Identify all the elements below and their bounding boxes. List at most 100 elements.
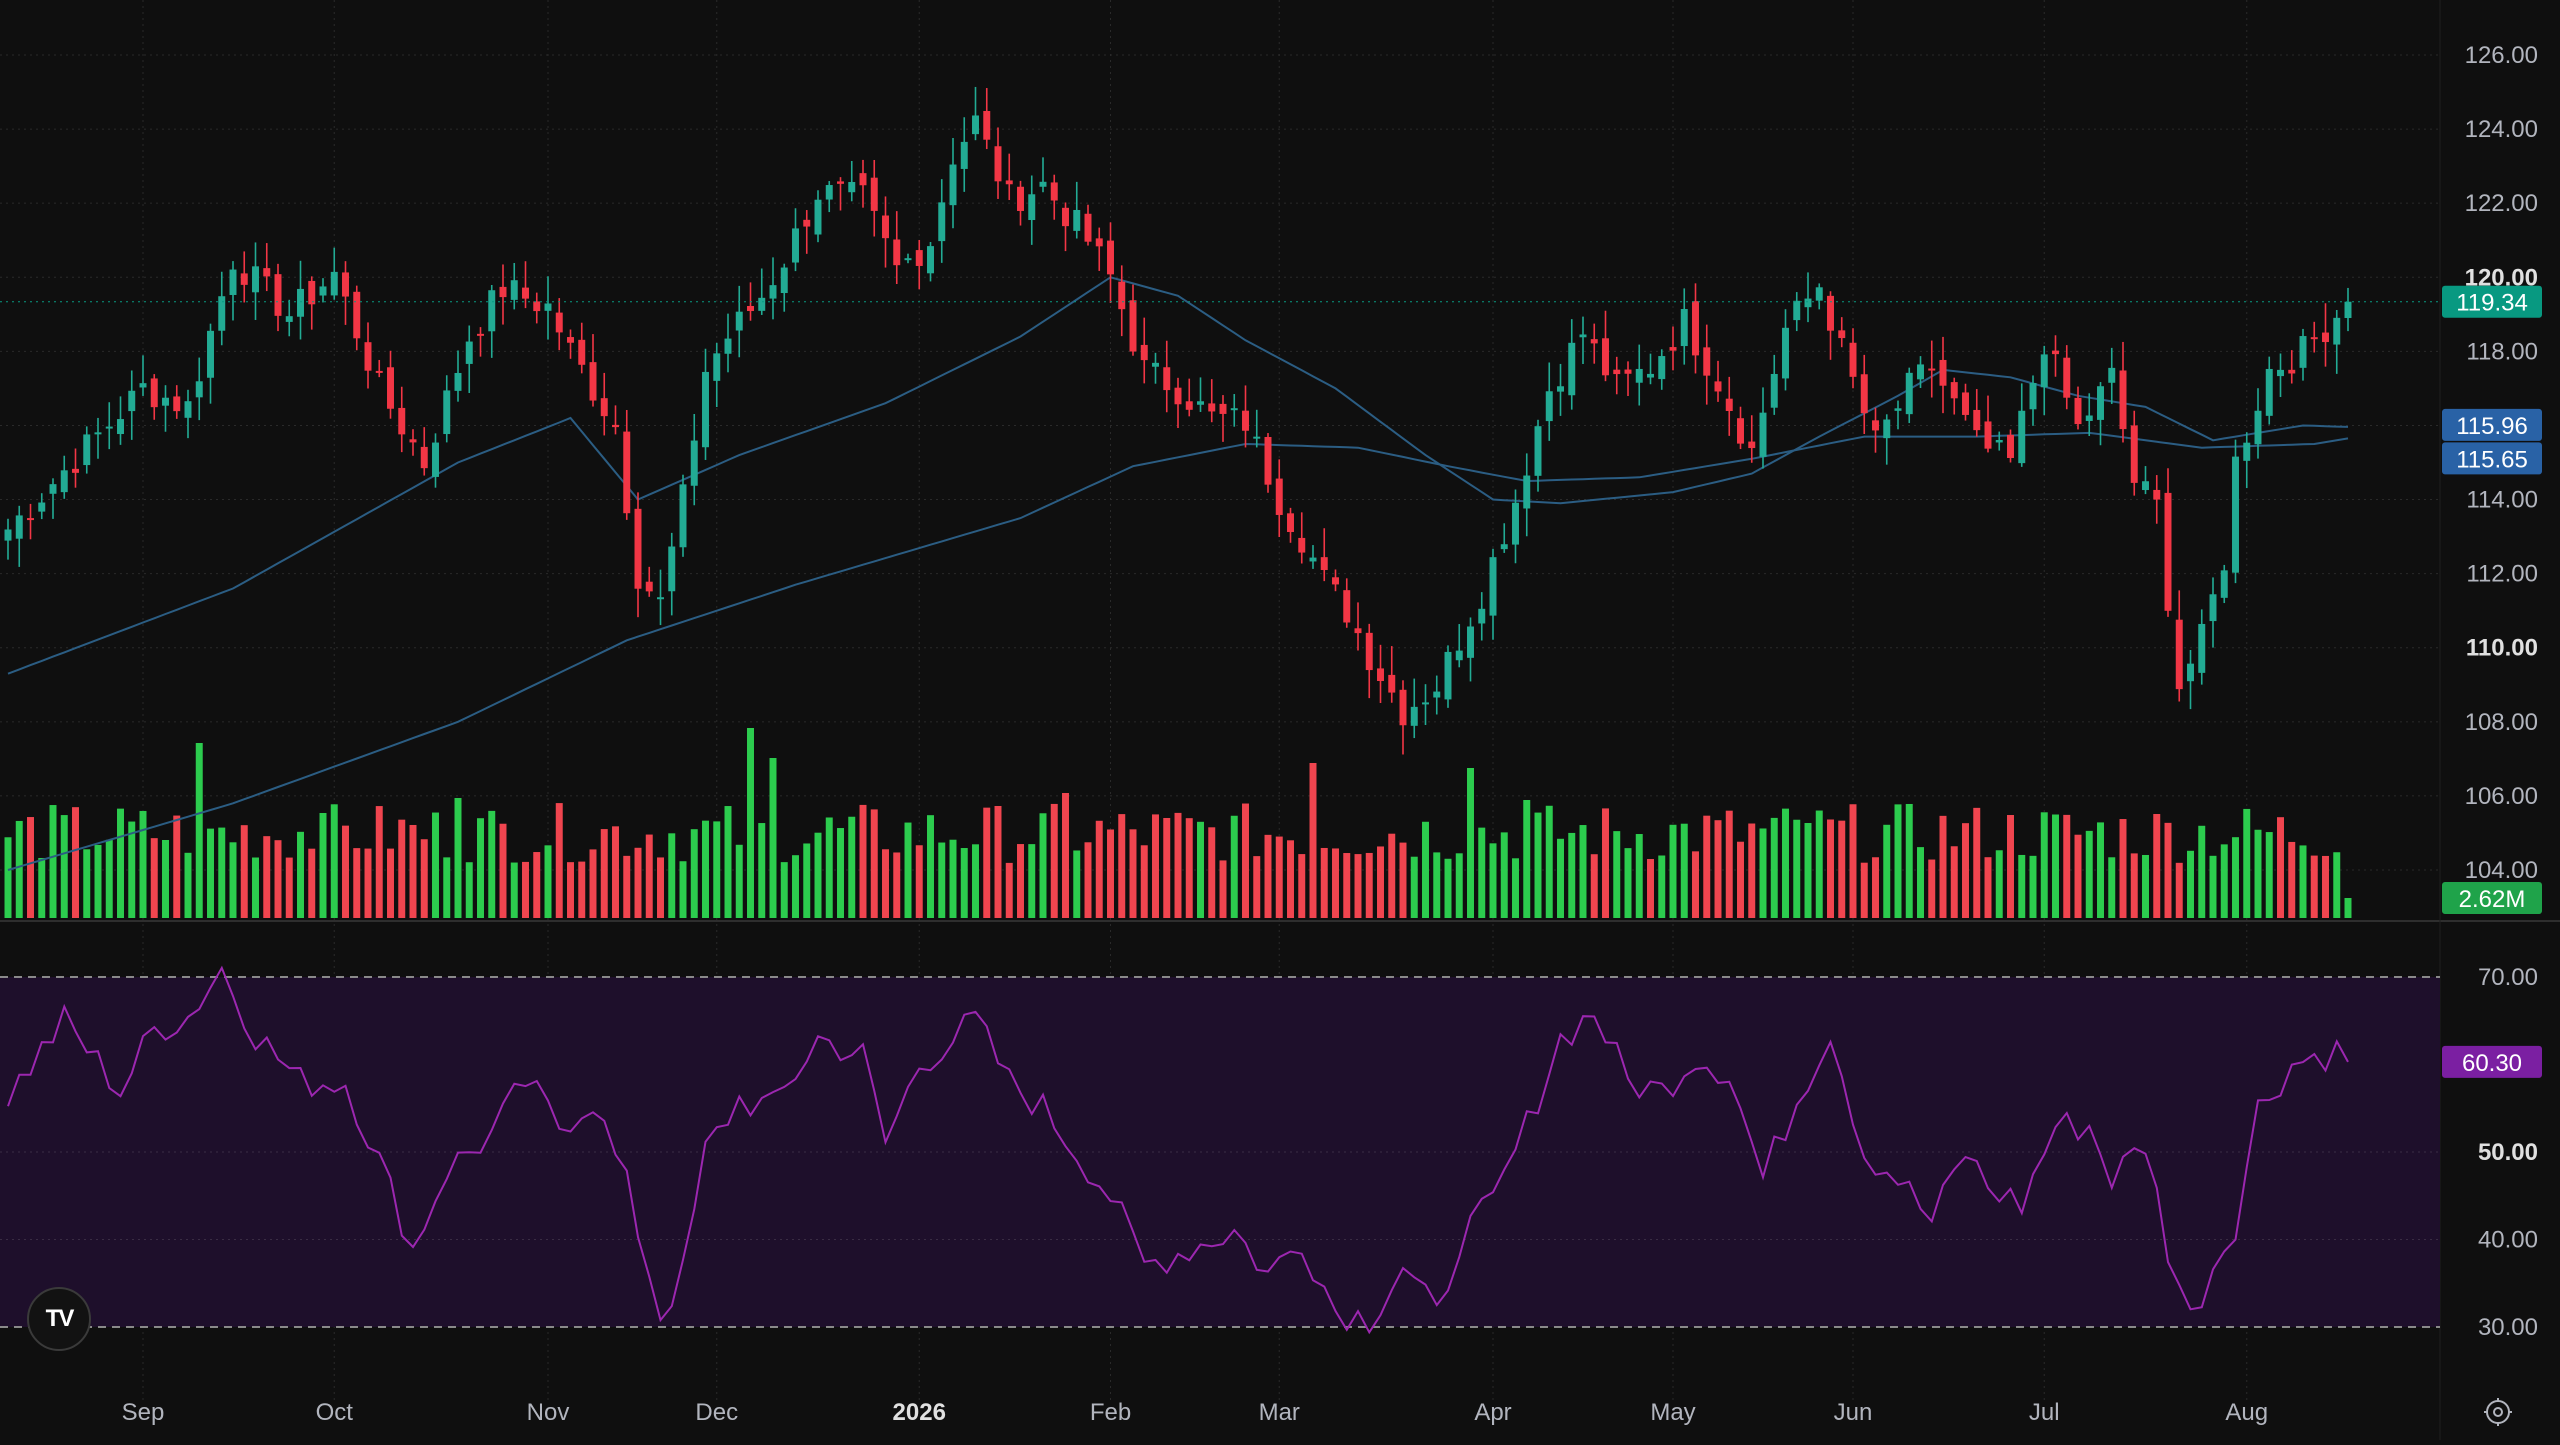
candle: [1444, 645, 1452, 708]
candle: [1467, 617, 1474, 682]
candle-body: [679, 484, 687, 548]
volume-bar: [578, 861, 586, 918]
volume-bar: [870, 809, 878, 918]
candle: [1939, 336, 1947, 414]
candle: [2187, 649, 2194, 710]
candle: [1905, 367, 1913, 424]
candle: [510, 262, 518, 310]
candle: [330, 247, 338, 300]
candle-body: [1017, 186, 1024, 211]
candle: [837, 177, 844, 211]
volume-bar: [252, 857, 259, 918]
volume-bar: [1140, 845, 1148, 918]
candlesticks: [4, 86, 2352, 755]
candle: [2232, 439, 2239, 584]
volume-bar: [139, 810, 147, 918]
candle: [1692, 283, 1699, 374]
candle-body: [1399, 689, 1407, 726]
volume-bar: [1692, 851, 1699, 918]
chart-settings-button[interactable]: [2478, 1392, 2518, 1432]
candle-body: [2007, 434, 2014, 458]
volume-bar: [1545, 805, 1553, 918]
volume-bar: [1489, 843, 1497, 918]
volume-bar: [2052, 814, 2059, 918]
volume-bar: [1568, 832, 1576, 918]
volume-bar: [1680, 823, 1688, 918]
candle-body: [1422, 702, 1429, 705]
candle-body: [488, 290, 496, 332]
candle-body: [1185, 401, 1193, 410]
candle-body: [1624, 369, 1632, 374]
candle-body: [634, 508, 642, 589]
volume-bar: [612, 826, 619, 918]
time-tick-label: Dec: [695, 1399, 738, 1426]
candle: [2007, 429, 2014, 463]
volume-bar: [1770, 817, 1778, 918]
candle-body: [1174, 387, 1182, 405]
candle: [1827, 291, 1834, 360]
candle-body: [1005, 180, 1013, 185]
candle: [1917, 356, 1924, 388]
ma-fast-badge: 115.96: [2442, 408, 2542, 441]
volume-bar: [960, 848, 968, 918]
candle: [1579, 316, 1587, 364]
candle: [702, 348, 709, 460]
volume-bar: [1433, 852, 1441, 918]
candle-body: [1208, 403, 1216, 412]
volume-bar: [1872, 857, 1879, 918]
candle-body: [1647, 373, 1654, 378]
volume-bar: [240, 825, 248, 918]
candle: [2164, 468, 2172, 617]
volume-bar: [904, 822, 912, 918]
last-price-badge-text: 119.34: [2456, 290, 2528, 317]
candle-body: [117, 419, 124, 435]
candle-body: [837, 181, 844, 184]
candle: [1658, 349, 1666, 390]
candle: [1039, 157, 1047, 193]
candle-body: [2209, 594, 2217, 622]
candle: [645, 566, 653, 597]
volume-bar: [1827, 819, 1834, 918]
time-tick-label: Nov: [527, 1399, 570, 1426]
candle-body: [2040, 354, 2048, 388]
candle: [2299, 328, 2307, 381]
candle: [848, 160, 856, 202]
candle: [938, 179, 946, 263]
candle: [375, 359, 383, 378]
volume-bar: [319, 813, 327, 918]
volume-bar: [2299, 845, 2307, 918]
candle: [657, 569, 664, 626]
volume-bar: [533, 852, 541, 918]
candle-body: [375, 370, 383, 373]
volume-bar: [1759, 828, 1767, 918]
candle: [1984, 395, 1992, 453]
time-tick-label: Oct: [316, 1399, 354, 1426]
candle: [1129, 284, 1137, 356]
candle-body: [1703, 347, 1711, 376]
volume-bar: [2288, 841, 2296, 918]
candle: [94, 417, 102, 459]
candle: [1062, 202, 1069, 252]
candle-body: [870, 177, 878, 211]
candle: [2288, 350, 2296, 384]
candle: [27, 503, 34, 540]
volume-bar: [679, 861, 687, 918]
candle: [589, 334, 597, 407]
volume-bar: [1613, 831, 1621, 918]
volume-bar: [195, 743, 203, 918]
tradingview-logo-button[interactable]: TV: [27, 1287, 91, 1351]
volume-bar: [1062, 793, 1069, 918]
candle: [1568, 319, 1576, 410]
candle: [105, 402, 113, 450]
volume-bar: [60, 815, 68, 918]
volume-bar: [1602, 808, 1609, 918]
candle-body: [499, 286, 507, 298]
candle: [634, 492, 642, 618]
candle-body: [1388, 674, 1396, 693]
candle-body: [724, 338, 732, 354]
candle: [1635, 344, 1643, 406]
volume-bar: [72, 807, 79, 918]
candle: [1320, 528, 1328, 582]
